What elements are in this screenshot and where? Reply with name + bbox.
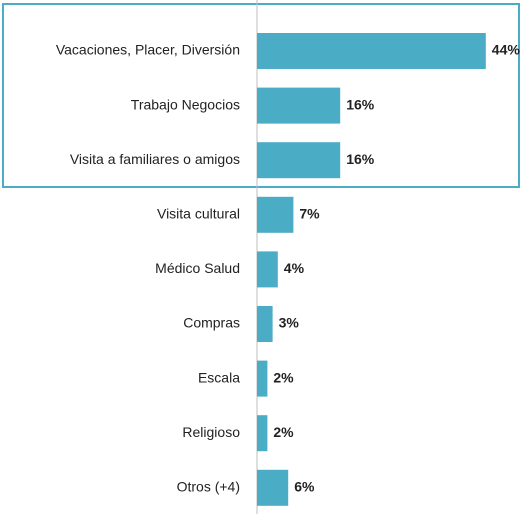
bar — [257, 306, 273, 342]
bar — [257, 251, 278, 288]
bar — [257, 33, 486, 69]
category-label: Vacaciones, Placer, Diversión — [56, 42, 240, 58]
value-label: 2% — [273, 369, 294, 385]
category-label: Otros (+4) — [177, 479, 240, 495]
value-label: 16% — [346, 96, 375, 112]
bar — [257, 196, 294, 233]
bar — [257, 469, 289, 506]
value-label: 6% — [294, 479, 315, 495]
value-label: 4% — [284, 260, 305, 276]
value-label: 2% — [273, 424, 294, 440]
category-label: Visita a familiares o amigos — [70, 151, 240, 167]
category-label: Visita cultural — [157, 206, 240, 222]
value-label: 7% — [299, 206, 320, 222]
category-label: Trabajo Negocios — [131, 96, 240, 112]
value-label: 16% — [346, 151, 375, 167]
category-label: Médico Salud — [155, 260, 240, 276]
bar — [257, 360, 268, 397]
bar — [257, 415, 268, 452]
highlight-box — [2, 3, 520, 188]
category-label: Religioso — [182, 424, 240, 440]
category-label: Escala — [198, 369, 240, 385]
bar — [257, 87, 341, 124]
category-label: Compras — [183, 315, 240, 331]
value-label: 44% — [492, 42, 521, 58]
bar — [257, 142, 341, 179]
value-label: 3% — [279, 315, 300, 331]
